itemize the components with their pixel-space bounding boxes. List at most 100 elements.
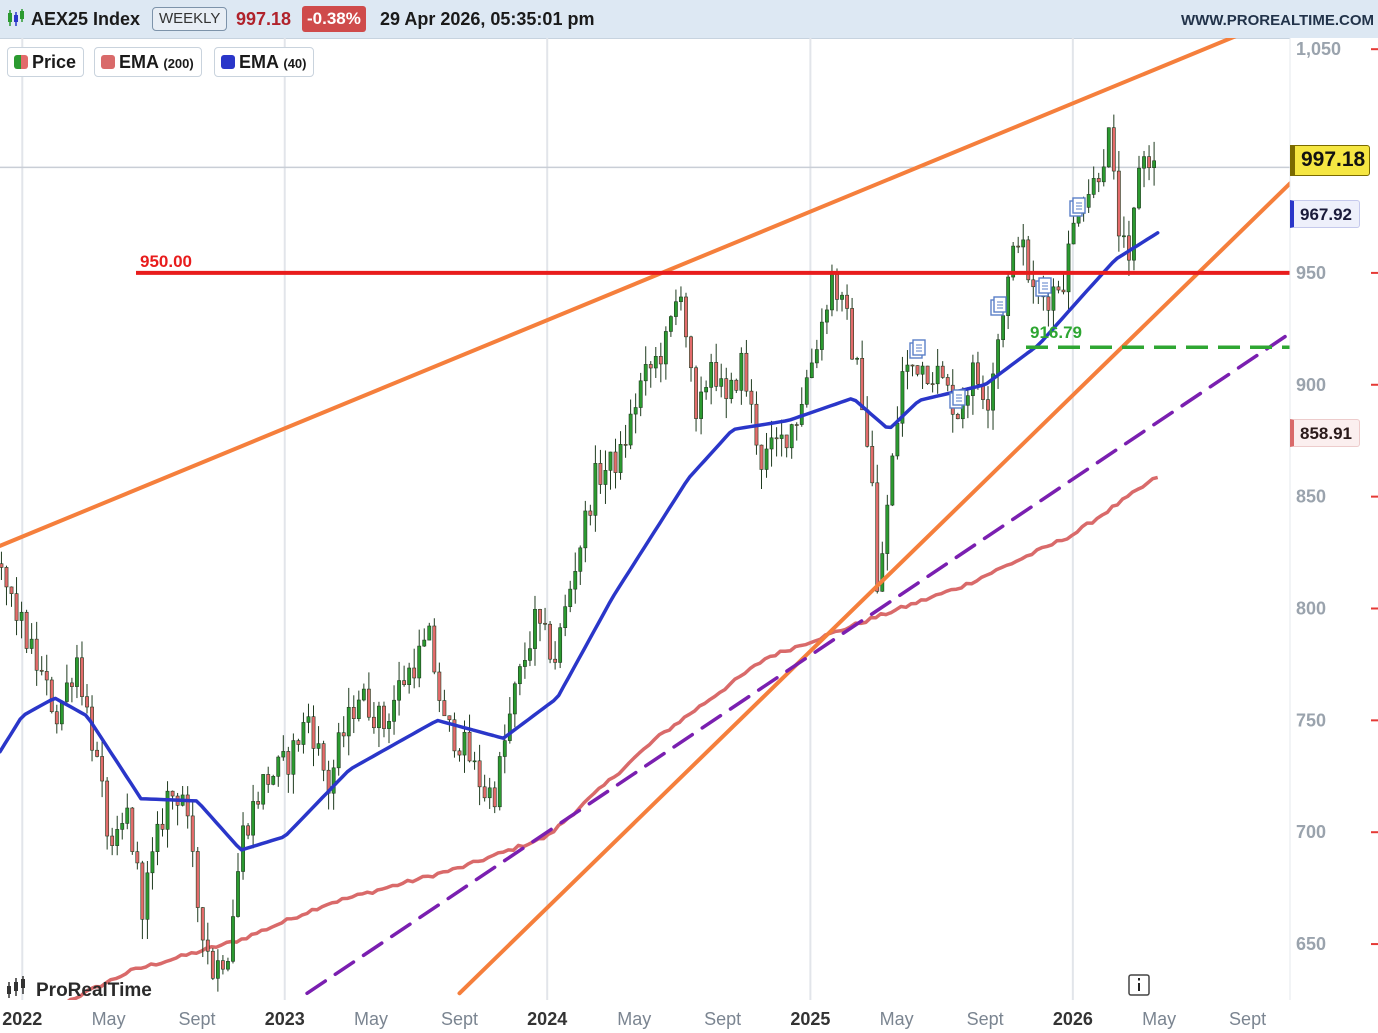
watermark-text: ProRealTime [36, 980, 152, 1001]
candle [1111, 114, 1116, 180]
candle [739, 347, 744, 405]
candle [598, 449, 603, 494]
x-tick-label: May [1142, 1009, 1176, 1029]
candle [0, 551, 4, 581]
candle [608, 451, 613, 490]
candle [507, 697, 512, 744]
candle [1021, 223, 1026, 266]
candle [397, 661, 401, 716]
x-tick-label: Sept [967, 1009, 1004, 1029]
candle [160, 808, 165, 837]
y-tick-label: 750 [1296, 710, 1326, 730]
y-tick-label: 800 [1296, 598, 1326, 618]
candle [341, 716, 346, 748]
candle [472, 751, 477, 770]
candle [709, 353, 714, 405]
candle [190, 800, 195, 868]
candle [930, 372, 935, 393]
candle [814, 339, 819, 369]
candle [326, 760, 331, 810]
candle [497, 751, 502, 811]
candle [44, 654, 49, 696]
candle [663, 326, 668, 380]
candle [80, 641, 84, 706]
candle [105, 777, 110, 850]
chart-axes: 650 700 750 800 850 900 950 1,050 2022 May Sept 202… [0, 38, 1378, 1033]
candle [256, 791, 261, 809]
candle [925, 365, 930, 385]
candle [1116, 151, 1121, 252]
candle [1101, 149, 1106, 187]
candle [195, 846, 200, 923]
document-icon [949, 389, 966, 409]
candle [704, 380, 709, 400]
candle [940, 361, 945, 379]
candle [266, 766, 271, 793]
candle [24, 609, 29, 654]
candle [361, 683, 366, 702]
timeframe-button[interactable]: WEEKLY [152, 7, 228, 31]
candle [870, 430, 875, 487]
candle [976, 351, 980, 390]
y-tick-label: 900 [1296, 375, 1326, 395]
candle [412, 648, 417, 689]
candle [39, 656, 44, 676]
price-chart[interactable]: 950.00 916.79 650 700 750 800 850 900 950 1,050 2… [0, 38, 1378, 1033]
candle [613, 438, 618, 489]
candle [779, 419, 784, 457]
price-axis-area [1290, 38, 1378, 1033]
candle [4, 565, 9, 606]
support-label: 916.79 [1030, 323, 1082, 342]
candle [59, 700, 64, 731]
candle [714, 343, 719, 392]
candle [1137, 155, 1141, 210]
candle [377, 701, 381, 748]
candle [271, 774, 276, 786]
last-price-tag: 997.18 [1290, 145, 1370, 176]
candle [482, 774, 487, 802]
candle [1132, 206, 1136, 271]
candle [276, 755, 281, 787]
legend-ema200[interactable]: EMA (200) [94, 47, 202, 77]
legend-ema40-label: EMA [239, 52, 279, 72]
candle [563, 594, 568, 637]
candle [593, 445, 598, 532]
candle [1152, 141, 1156, 186]
document-icon [990, 296, 1007, 316]
resistance-label: 950.00 [140, 252, 192, 271]
watermark: ProRealTime [7, 976, 152, 1001]
document-icon [1035, 277, 1052, 297]
candle [150, 837, 155, 890]
candle [1051, 278, 1056, 330]
candle [29, 623, 34, 654]
candle [991, 362, 995, 430]
candle [336, 722, 341, 776]
candle [789, 423, 794, 459]
candle [402, 665, 407, 687]
candle [648, 361, 653, 388]
legend-ema200-label: EMA [119, 52, 159, 72]
site-link[interactable]: WWW.PROREALTIME.COM [1180, 12, 1374, 29]
x-tick-label: Sept [441, 1009, 478, 1029]
chart-header: AEX25 Index WEEKLY 997.18 -0.38% 29 Apr … [0, 0, 1378, 39]
candle [487, 777, 492, 809]
candle [356, 690, 361, 722]
candle [135, 841, 140, 870]
candlestick-icon [8, 9, 24, 26]
candle [1026, 235, 1031, 283]
legend-ema40[interactable]: EMA (40) [214, 47, 315, 77]
candle [643, 346, 648, 396]
candle [115, 815, 120, 856]
candle [346, 687, 351, 756]
candle [825, 304, 829, 335]
candle [900, 356, 905, 437]
candle [996, 333, 1000, 389]
candle [321, 740, 326, 782]
candle [452, 712, 457, 758]
candle [1091, 166, 1096, 199]
legend-price[interactable]: Price [7, 47, 85, 77]
candle [618, 431, 623, 480]
candle [578, 545, 583, 585]
annotation-markers: ProRealTime [7, 197, 1150, 1001]
candle [965, 387, 970, 419]
